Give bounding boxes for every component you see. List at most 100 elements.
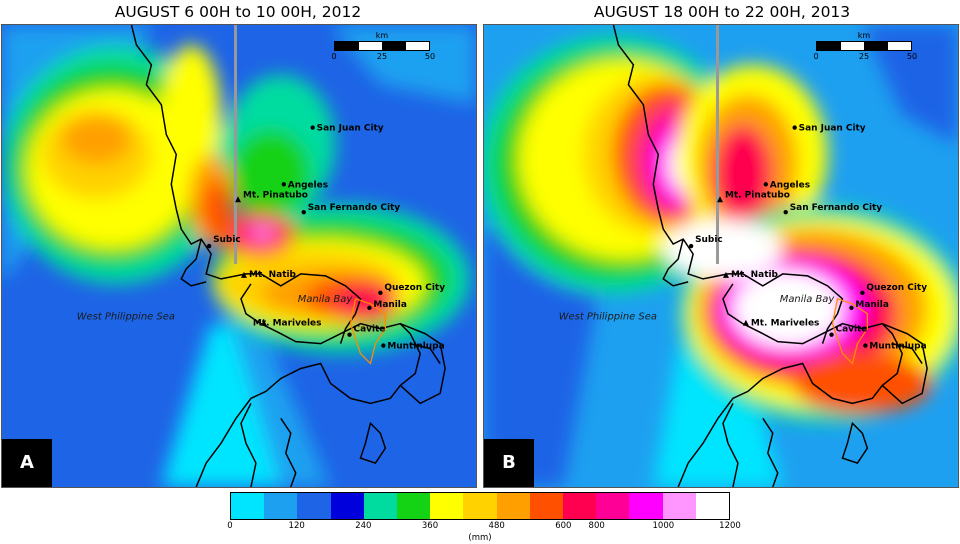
svg-text:San Juan City: San Juan City xyxy=(799,124,866,134)
coastline xyxy=(130,25,446,487)
place-san-juan-city: San Juan City xyxy=(310,124,384,134)
svg-text:Angeles: Angeles xyxy=(288,180,328,190)
svg-text:Quezon City: Quezon City xyxy=(384,283,445,293)
scalebar-b: km 0 25 50 xyxy=(813,31,917,61)
svg-text:Subic: Subic xyxy=(695,235,723,245)
colorbar-tick-600: 600 xyxy=(555,521,572,531)
label-manila-bay: Manila Bay xyxy=(298,294,353,305)
panel-a-label: A xyxy=(2,439,52,487)
place-muntinlupa: Muntinlupa xyxy=(863,342,927,352)
svg-text:Mt. Natib: Mt. Natib xyxy=(731,270,778,280)
svg-text:Subic: Subic xyxy=(213,235,241,245)
colorbar-cell-0 xyxy=(231,493,265,519)
scalebar-tick-0: 0 xyxy=(813,52,819,61)
place-mt-pinatubo: Mt. Pinatubo xyxy=(235,190,308,203)
place-mt-natib: Mt. Natib xyxy=(722,270,778,280)
svg-text:Manila: Manila xyxy=(373,300,407,310)
colorbar-cell-5 xyxy=(397,493,431,519)
rainfall-map-b: San Juan City Angeles Mt. Pinatubo San F… xyxy=(484,25,958,487)
scalebar-tick-25: 25 xyxy=(858,52,870,61)
colorbar-cell-6 xyxy=(430,493,464,519)
place-mt-natib: Mt. Natib xyxy=(240,270,296,280)
metro-manila-boundary xyxy=(349,297,387,365)
place-manila: Manila xyxy=(367,300,407,310)
svg-text:San Fernando City: San Fernando City xyxy=(308,203,401,213)
colorbar-cell-8 xyxy=(496,493,530,519)
place-san-fernando-city: San Fernando City xyxy=(301,203,401,215)
svg-text:Mt. Pinatubo: Mt. Pinatubo xyxy=(725,190,790,200)
metro-manila-boundary xyxy=(831,297,869,365)
scalebar-bar xyxy=(334,41,430,51)
label-manila-bay: Manila Bay xyxy=(780,294,835,305)
colorbar-cell-14 xyxy=(695,493,730,519)
svg-text:Cavite: Cavite xyxy=(836,325,868,335)
colorbar-unit: (mm) xyxy=(468,533,492,543)
svg-text:San Juan City: San Juan City xyxy=(317,124,384,134)
scalebar-unit: km xyxy=(375,31,389,40)
colorbar-cell-2 xyxy=(297,493,331,519)
place-angeles: Angeles xyxy=(763,180,810,190)
colorbar-tick-0: 0 xyxy=(227,521,233,531)
colorbar-cell-13 xyxy=(662,493,696,519)
colorbar-tick-360: 360 xyxy=(421,521,439,531)
svg-text:Mt. Natib: Mt. Natib xyxy=(249,270,296,280)
svg-text:Mt. Mariveles: Mt. Mariveles xyxy=(253,319,322,329)
colorbar-cell-4 xyxy=(363,493,398,519)
place-subic: Subic xyxy=(206,235,241,249)
svg-text:Muntinlupa: Muntinlupa xyxy=(387,342,444,352)
svg-text:Quezon City: Quezon City xyxy=(866,283,927,293)
place-muntinlupa: Muntinlupa xyxy=(381,342,445,352)
rainfall-field xyxy=(2,25,476,487)
scalebar-tick-50: 50 xyxy=(424,52,436,61)
radar-beam-line xyxy=(716,25,720,264)
svg-text:Muntinlupa: Muntinlupa xyxy=(869,342,926,352)
colorbar-tick-240: 240 xyxy=(355,521,372,531)
scalebar-a: km 0 25 50 xyxy=(331,31,435,61)
place-mt-mariveles: Mt. Mariveles xyxy=(742,319,820,329)
place-san-fernando-city: San Fernando City xyxy=(783,203,883,215)
place-san-juan-city: San Juan City xyxy=(792,124,866,134)
scalebar-tick-50: 50 xyxy=(906,52,918,61)
label-west-philippine-sea: West Philippine Sea xyxy=(77,312,175,323)
svg-text:Mt. Mariveles: Mt. Mariveles xyxy=(751,319,820,329)
place-cavite: Cavite xyxy=(347,325,385,337)
colorbar-cell-11 xyxy=(596,493,630,519)
svg-text:Mt. Pinatubo: Mt. Pinatubo xyxy=(243,190,308,200)
colorbar-tick-1000: 1000 xyxy=(652,521,675,531)
panel-a-title: AUGUST 6 00H to 10 00H, 2012 xyxy=(114,3,362,21)
place-manila: Manila xyxy=(849,300,889,310)
place-subic: Subic xyxy=(688,235,723,249)
place-mt-mariveles: Mt. Mariveles xyxy=(253,319,322,329)
radar-beam-line xyxy=(234,25,238,264)
colorbar-cell-9 xyxy=(529,493,564,519)
svg-text:Manila: Manila xyxy=(855,300,889,310)
place-mt-pinatubo: Mt. Pinatubo xyxy=(717,190,790,203)
scalebar-bar xyxy=(816,41,912,51)
label-west-philippine-sea: West Philippine Sea xyxy=(559,312,657,323)
scalebar-unit: km xyxy=(857,31,871,40)
colorbar-cell-12 xyxy=(629,493,663,519)
rainfall-field xyxy=(484,25,958,487)
svg-text:Angeles: Angeles xyxy=(770,180,810,190)
svg-text:Cavite: Cavite xyxy=(354,325,386,335)
place-angeles: Angeles xyxy=(281,180,328,190)
panel-b-label: B xyxy=(484,439,534,487)
colorbar-cell-3 xyxy=(330,493,364,519)
scalebar-tick-25: 25 xyxy=(376,52,388,61)
coastline xyxy=(612,25,928,487)
colorbar-tick-480: 480 xyxy=(488,521,505,531)
colorbar-ticks: 0 120 240 360 480 600 800 1000 1200 xyxy=(227,521,741,533)
colorbar-tick-120: 120 xyxy=(288,521,305,531)
place-cavite: Cavite xyxy=(829,325,867,337)
colorbar-cell-1 xyxy=(264,493,298,519)
place-quezon-city: Quezon City xyxy=(860,283,927,296)
colorbar-cell-10 xyxy=(563,493,597,519)
rainfall-map-panel-a: San Juan City Angeles Mt. Pinatubo San F… xyxy=(1,24,477,488)
svg-text:San Fernando City: San Fernando City xyxy=(790,203,883,213)
place-quezon-city: Quezon City xyxy=(378,283,445,296)
colorbar-tick-800: 800 xyxy=(588,521,605,531)
rainfall-colorbar xyxy=(230,492,730,520)
scalebar-tick-0: 0 xyxy=(331,52,337,61)
rainfall-map-a: San Juan City Angeles Mt. Pinatubo San F… xyxy=(2,25,476,487)
panel-b-title: AUGUST 18 00H to 22 00H, 2013 xyxy=(593,3,851,21)
